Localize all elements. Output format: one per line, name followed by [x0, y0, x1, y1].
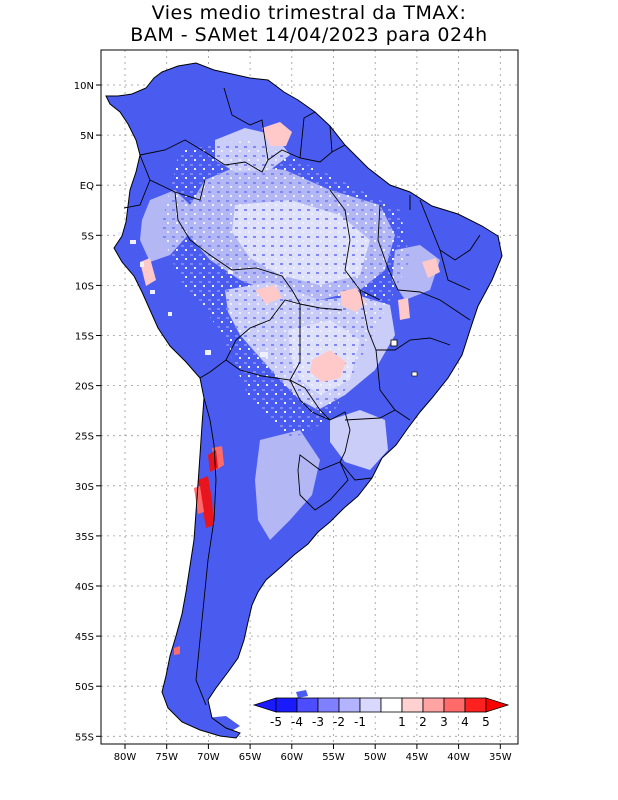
- lat-tick-label: 5N: [80, 131, 94, 142]
- colorbar-swatch: [359, 697, 382, 713]
- lon-tick-label: 60W: [280, 752, 303, 763]
- colorbar-label: -1: [354, 715, 366, 729]
- colorbar-min-triangle: [252, 697, 277, 713]
- lat-tick-label: 15S: [75, 332, 94, 343]
- lat-tick-label: 20S: [75, 382, 94, 393]
- colorbar-label: 3: [440, 715, 448, 729]
- colorbar-swatch: [317, 697, 340, 713]
- colorbar-swatch: [296, 697, 319, 713]
- bias-near-zero-zones: [140, 128, 440, 540]
- lon-tick-label: 75W: [155, 752, 178, 763]
- lake-marker-2: [411, 371, 418, 377]
- lat-tick-label: 10N: [74, 81, 94, 92]
- colorbar-label: -4: [291, 715, 303, 729]
- lon-tick-label: 80W: [114, 752, 137, 763]
- lon-tick-label: 70W: [197, 752, 220, 763]
- colorbar-label: 5: [482, 715, 490, 729]
- lon-tick-label: 35W: [489, 752, 512, 763]
- lat-tick-label: 30S: [75, 482, 94, 493]
- colorbar-swatch: [275, 697, 298, 713]
- colorbar-label: 2: [419, 715, 427, 729]
- colorbar-label: -5: [270, 715, 282, 729]
- colorbar-label: -2: [333, 715, 345, 729]
- bias-andes-strong: [174, 446, 224, 655]
- colorbar-swatch: [380, 697, 403, 713]
- lat-tick-label: 40S: [75, 582, 94, 593]
- colorbar-label: 4: [461, 715, 469, 729]
- colorbar-swatch: [401, 697, 424, 713]
- colorbar-swatch: [443, 697, 466, 713]
- colorbar-max-triangle: [485, 697, 510, 713]
- colorbar-swatch: [422, 697, 445, 713]
- continent-south-america: [105, 62, 503, 739]
- colorbar-swatch: [338, 697, 361, 713]
- colorbar-swatch: [464, 697, 487, 713]
- lat-tick-label: 10S: [75, 281, 94, 292]
- bias-positive-zones: [140, 122, 440, 382]
- lat-tick-label: 55S: [75, 732, 94, 743]
- coastline: [105, 62, 503, 739]
- lon-tick-label: 45W: [406, 752, 429, 763]
- lat-tick-label: 45S: [75, 632, 94, 643]
- map-title-line2: BAM - SAMet 14/04/2023 para 024h: [130, 24, 488, 46]
- colorbar-label: -3: [312, 715, 324, 729]
- map-frame: [100, 49, 519, 745]
- colorbar: -5 -4 -3 -2 -1 1 2 3 4 5: [252, 697, 510, 729]
- andes-pale-speckles: [118, 232, 268, 357]
- falkland-islands: [296, 690, 308, 698]
- lake-marker: [390, 339, 398, 347]
- longitude-labels: 80W 75W 70W 65W 60W 55W 50W 45W 40W 35W: [114, 744, 512, 763]
- lat-tick-label: EQ: [80, 181, 94, 192]
- latitude-labels: 10N 5N EQ 5S 10S 15S 20S 25S 30S 35S 40S 45S 50S 55S: [74, 81, 101, 743]
- lat-tick-label: 35S: [75, 532, 94, 543]
- lon-tick-label: 65W: [239, 752, 262, 763]
- lat-tick-label: 25S: [75, 432, 94, 443]
- country-borders: [123, 87, 481, 706]
- lon-tick-label: 50W: [364, 752, 387, 763]
- colorbar-label: 1: [398, 715, 406, 729]
- lat-tick-label: 5S: [81, 231, 94, 242]
- map-title-line1: Vies medio trimestral da TMAX:: [151, 2, 467, 24]
- lon-tick-label: 40W: [447, 752, 470, 763]
- lat-tick-label: 50S: [75, 682, 94, 693]
- lon-tick-label: 55W: [322, 752, 345, 763]
